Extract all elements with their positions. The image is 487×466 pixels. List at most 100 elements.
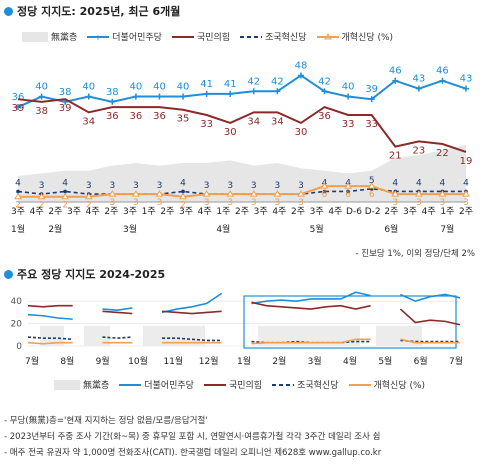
data-label: 35 [177,114,190,125]
data-label: 34 [247,116,260,127]
month-label: 8월 [60,355,74,367]
month-label: 2월 [272,355,286,367]
x-tick-label: 2주 [160,206,174,217]
footnote-3: - 매주 전국 유권자 약 1,000명 전화조사(CATI). 한국갤럽 데일… [4,446,381,458]
month-label: 12월 [199,355,219,367]
x-tick-label: 3주 [11,206,25,217]
data-label: 38 [35,106,48,117]
data-point [63,190,67,194]
month-label: 11월 [163,355,183,367]
data-label: 38 [59,87,72,98]
data-label: 30 [295,127,308,138]
data-label: 33 [342,119,355,130]
legend-item-nonpartisan: 無黨층 [54,378,109,391]
data-label: 3 [133,181,139,191]
x-tick-label: 1주 [216,206,230,217]
series-line-조국혁신당 [28,337,73,339]
data-label: 3 [86,181,92,191]
data-label: 4 [463,178,469,188]
chart2-title-text: 주요 정당 지지도 2024-2025 [17,268,165,281]
data-label: 21 [389,151,402,162]
data-label: 43 [412,74,425,85]
month-label: 6월 [414,355,428,367]
data-label: 34 [271,116,284,127]
data-label: 4 [440,178,446,188]
data-label: 39 [59,103,72,114]
bullet-icon [4,7,13,16]
y-tick-label: 40 [11,297,23,307]
x-tick-label: 2주 [291,206,305,217]
data-label: 4 [15,178,21,188]
x-tick-label: 2주 [459,206,473,217]
data-label: 43 [460,74,473,85]
month-label: 4월 [216,223,230,235]
x-tick-label: 4주 [328,206,342,217]
data-label: 4 [416,178,422,188]
x-tick-label: D-2 [365,207,381,217]
data-label: 19 [460,156,473,167]
month-label: 7월 [440,223,454,235]
data-label: 4 [392,178,398,188]
data-label: 48 [295,60,308,71]
data-label: 39 [365,84,378,95]
month-label: 2월 [48,223,62,235]
x-tick-label: 4주 [30,206,44,217]
data-label: 41 [224,79,237,90]
series-line-국민의힘 [28,306,73,307]
data-label: 42 [247,76,260,87]
x-tick-label: 1주 [440,206,454,217]
data-label: 46 [389,66,402,77]
series-line-개혁신당 [28,343,73,344]
data-label: 4 [62,178,68,188]
data-label: 40 [82,82,95,93]
chart2-title: 주요 정당 지지도 2024-2025 [4,266,165,282]
month-label: 9월 [96,355,110,367]
data-label: 42 [318,76,331,87]
data-label: 3 [227,181,233,191]
data-label: 40 [35,82,48,93]
data-label: 41 [200,79,213,90]
data-label: 30 [224,127,237,138]
data-label: 36 [106,111,119,122]
data-label: 33 [365,119,378,130]
data-label: 3 [109,181,115,191]
month-label: 5월 [378,355,392,367]
data-label: 33 [200,119,213,130]
series-line-국민의힘 [251,302,370,309]
chart1-note: - 진보당 1%, 이외 정당/단체 2% [356,247,476,259]
data-label: 34 [82,116,95,127]
data-label: 3 [157,181,163,191]
series-line-국민의힘 [102,311,132,313]
month-label: 3월 [308,355,322,367]
data-label: 4 [180,178,186,188]
data-label: 40 [130,82,143,93]
data-label: 22 [436,148,449,159]
x-tick-label: 3주 [67,206,81,217]
legend-item-reform: 개혁신당 (%) [349,378,426,391]
data-label: 3 [251,181,257,191]
data-label: 36 [153,111,166,122]
legend-item-rebuilding: 조국혁신당 [272,378,338,391]
data-label: 3 [204,181,210,191]
month-label: 5월 [310,223,324,235]
month-label: 7월 [25,355,39,367]
data-label: 42 [271,76,284,87]
month-label: 3월 [123,223,137,235]
x-tick-label: 3주 [254,206,268,217]
series-line-국민의힘 [162,311,222,313]
x-tick-label: 3주 [179,206,193,217]
month-label: 10월 [128,355,148,367]
x-tick-label: 3주 [403,206,417,217]
footnote-1: - 무당(無黨)층='현재 지지하는 정당 없음/모름/응답거절' [4,414,208,426]
svg-text:+: + [95,33,102,41]
x-tick-label: 1주 [142,206,156,217]
data-label: 40 [177,82,190,93]
x-tick-label: 3주 [310,206,324,217]
x-tick-label: 2주 [104,206,118,217]
x-tick-label: 2주 [235,206,249,217]
series-line-더불어민주당 [28,315,73,319]
x-tick-label: 4주 [86,206,100,217]
data-label: 36 [130,111,143,122]
